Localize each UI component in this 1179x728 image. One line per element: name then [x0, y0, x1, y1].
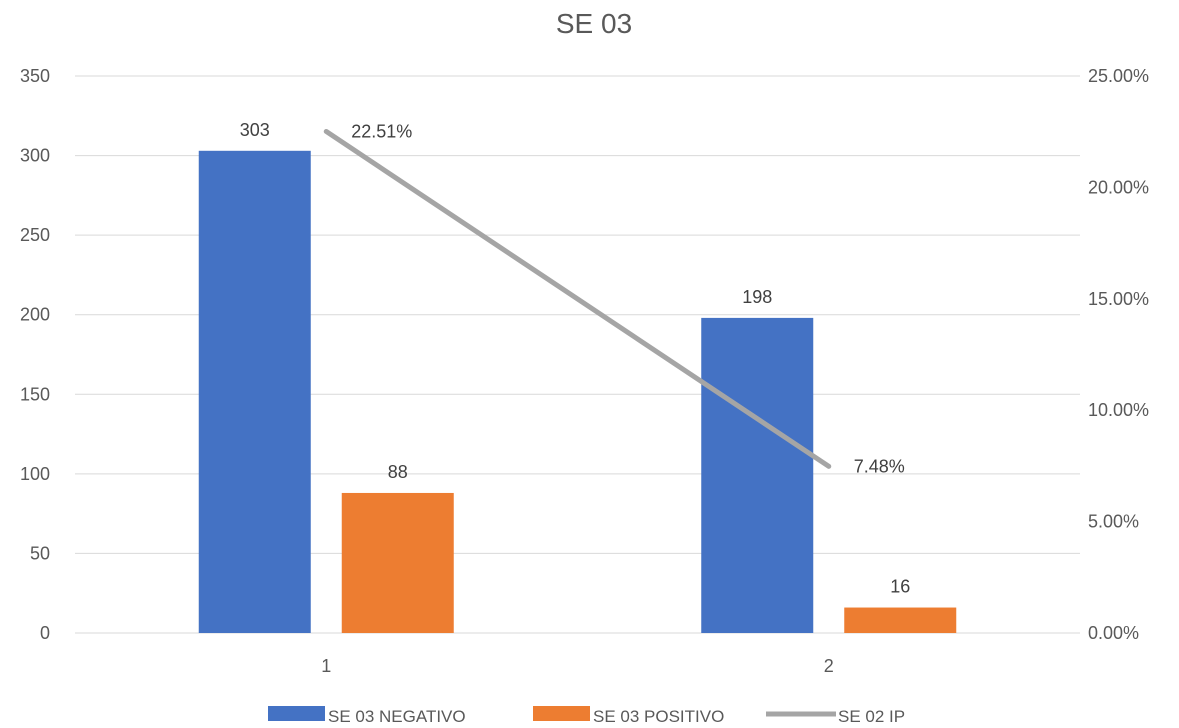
legend: SE 03 NEGATIVO SE 03 POSITIVO SE 02 IP	[268, 706, 905, 726]
legend-swatch	[268, 706, 325, 721]
left-tick-label: 0	[40, 623, 50, 643]
bar	[341, 492, 454, 633]
ip-line	[323, 128, 832, 469]
bar	[844, 607, 957, 633]
legend-swatch	[533, 706, 590, 721]
left-tick-label: 350	[20, 66, 50, 86]
right-tick-label: 25.00%	[1088, 66, 1149, 86]
bar	[701, 317, 814, 633]
bar-data-label: 303	[240, 120, 270, 140]
line-data-label: 7.48%	[854, 456, 905, 476]
right-tick-label: 0.00%	[1088, 623, 1139, 643]
left-axis: 0 50 100 150 200 250 300 350	[20, 66, 50, 643]
legend-label: SE 03 NEGATIVO	[328, 707, 466, 726]
legend-label: SE 02 IP	[838, 707, 905, 726]
bar	[198, 150, 311, 633]
x-tick-label: 1	[321, 656, 331, 676]
left-tick-label: 300	[20, 146, 50, 166]
left-tick-label: 100	[20, 464, 50, 484]
data-labels: 303 88 198 16 22.51% 7.48%	[240, 120, 911, 597]
left-tick-label: 200	[20, 305, 50, 325]
bar-data-label: 88	[388, 462, 408, 482]
right-tick-label: 15.00%	[1088, 289, 1149, 309]
right-tick-label: 20.00%	[1088, 177, 1149, 197]
legend-label: SE 03 POSITIVO	[593, 707, 724, 726]
bars	[198, 150, 957, 633]
left-tick-label: 250	[20, 225, 50, 245]
right-tick-label: 5.00%	[1088, 512, 1139, 532]
bar-data-label: 16	[890, 577, 910, 597]
right-tick-label: 10.00%	[1088, 400, 1149, 420]
left-tick-label: 150	[20, 384, 50, 404]
right-axis: 0.00% 5.00% 10.00% 15.00% 20.00% 25.00%	[1088, 66, 1149, 643]
chart-title: SE 03	[556, 8, 632, 39]
left-tick-label: 50	[30, 543, 50, 563]
bar-data-label: 198	[742, 287, 772, 307]
line-series	[323, 128, 832, 469]
line-data-label: 22.51%	[351, 121, 412, 141]
x-tick-label: 2	[824, 656, 834, 676]
